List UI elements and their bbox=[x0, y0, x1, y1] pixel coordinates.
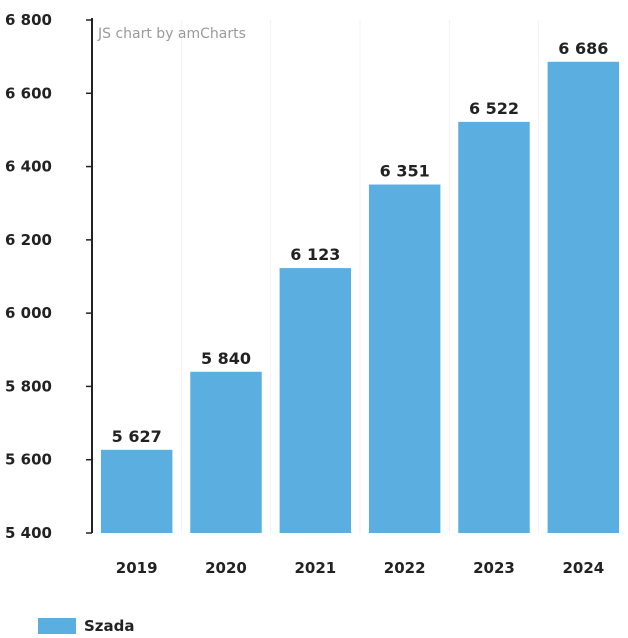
legend: Szada bbox=[38, 617, 135, 635]
x-category-label: 2019 bbox=[116, 559, 158, 577]
bar-2021[interactable] bbox=[279, 268, 352, 533]
y-tick-label: 5 600 bbox=[5, 451, 52, 469]
bar-chart: 5 400 5 600 5 800 6 000 6 200 6 400 6 600 6 800… bbox=[5, 11, 620, 577]
y-tick-label: 6 400 bbox=[5, 158, 52, 176]
x-category-label: 2022 bbox=[384, 559, 426, 577]
y-tick-label: 6 800 bbox=[5, 11, 52, 29]
y-tick-label: 6 200 bbox=[5, 231, 52, 249]
x-category-label: 2021 bbox=[294, 559, 336, 577]
legend-swatch bbox=[38, 618, 76, 634]
bar-value-label: 5 627 bbox=[112, 427, 162, 446]
x-category-label: 2024 bbox=[562, 559, 604, 577]
legend-label: Szada bbox=[84, 617, 135, 635]
x-category-label: 2023 bbox=[473, 559, 515, 577]
y-tick-label: 5 800 bbox=[5, 377, 52, 395]
bar-value-label: 5 840 bbox=[201, 349, 251, 368]
bar-2022[interactable] bbox=[368, 184, 441, 533]
chart-credit[interactable]: JS chart by amCharts bbox=[97, 26, 246, 42]
y-tick-label: 5 400 bbox=[5, 524, 52, 542]
bar-value-label: 6 522 bbox=[469, 99, 519, 118]
y-tick-label: 6 000 bbox=[5, 304, 52, 322]
bar-value-label: 6 351 bbox=[380, 162, 430, 181]
y-tick-label: 6 600 bbox=[5, 84, 52, 102]
bar-2020[interactable] bbox=[190, 371, 262, 533]
bar-value-label: 6 686 bbox=[558, 39, 608, 58]
bar-2023[interactable] bbox=[458, 121, 530, 534]
bar-2024[interactable] bbox=[547, 61, 620, 533]
x-category-label: 2020 bbox=[205, 559, 247, 577]
bar-2019[interactable] bbox=[100, 449, 173, 533]
bar-value-label: 6 123 bbox=[290, 245, 340, 264]
